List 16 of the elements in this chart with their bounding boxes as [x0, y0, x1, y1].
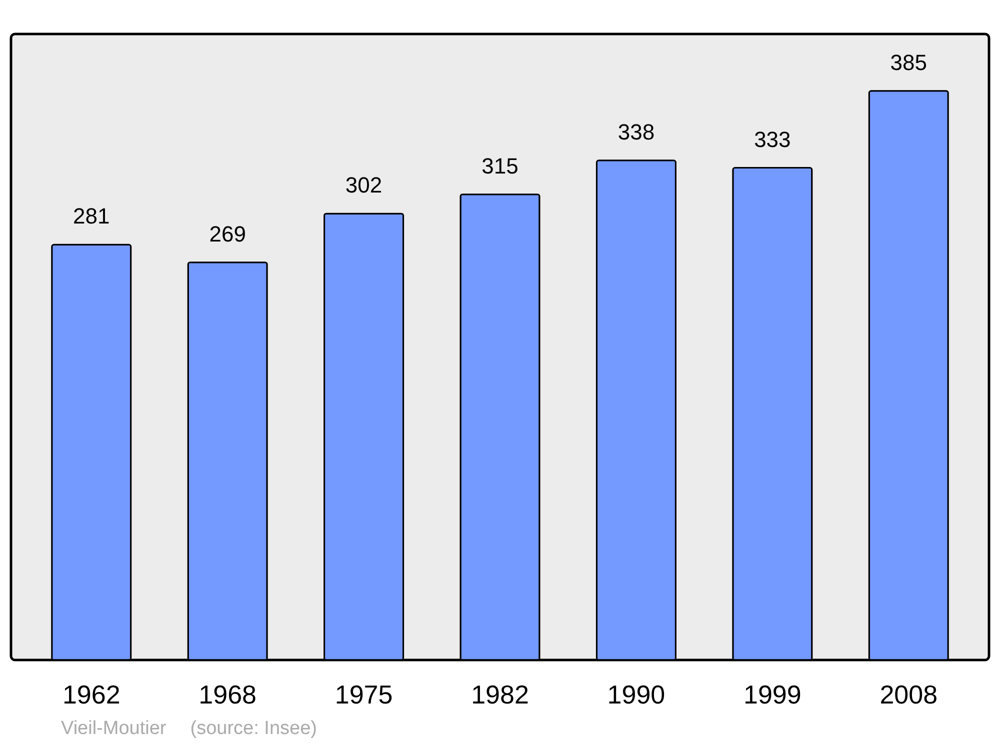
data-label: 302 [345, 172, 382, 198]
data-label: 281 [73, 204, 110, 229]
x-tick-label: 2008 [880, 680, 938, 710]
text: (source: Insee) [190, 718, 317, 739]
x-tick-label: 1975 [334, 680, 393, 710]
data-label: 269 [209, 221, 246, 246]
x-tick-label: 1968 [198, 680, 256, 710]
data-label: 333 [754, 126, 791, 152]
text: Vieil-Moutier [61, 718, 166, 739]
x-tick-label: 1990 [607, 680, 666, 710]
x-tick-label: 1999 [744, 680, 802, 710]
data-label: 338 [618, 119, 655, 144]
x-tick-label: 1982 [471, 680, 529, 710]
data-label: 385 [890, 50, 927, 75]
data-label: 315 [482, 153, 518, 178]
x-tick-label: 1962 [62, 680, 120, 710]
